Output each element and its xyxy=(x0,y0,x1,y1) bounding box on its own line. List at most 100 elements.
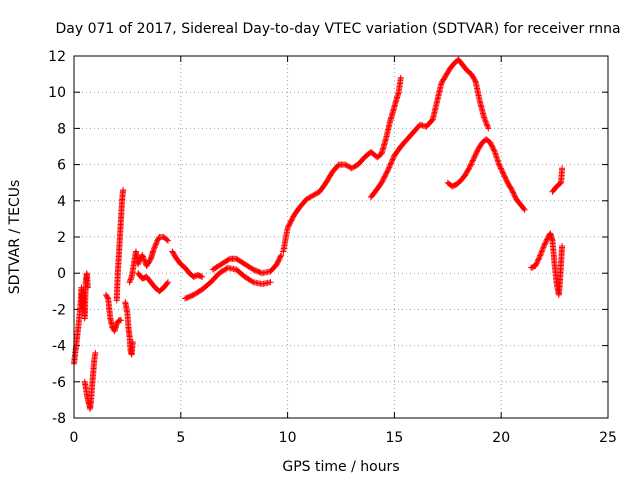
data-point xyxy=(397,74,404,81)
data-point xyxy=(286,221,293,228)
data-point xyxy=(503,177,510,184)
data-point xyxy=(274,259,281,266)
data-point xyxy=(117,317,124,324)
data-point xyxy=(388,159,395,166)
data-point xyxy=(140,256,147,263)
data-point xyxy=(351,163,358,170)
grid-lines xyxy=(74,56,608,418)
data-point xyxy=(163,236,170,243)
data-point xyxy=(469,157,476,164)
data-point xyxy=(472,152,479,159)
data-point xyxy=(511,193,518,200)
y-axis: -8 -6 -4 -2 0 2 4 6 8 10 12 xyxy=(48,49,608,427)
data-point xyxy=(164,237,171,244)
data-point xyxy=(164,280,171,287)
y-tick-label: 10 xyxy=(48,85,66,101)
data-point xyxy=(314,190,321,197)
data-point xyxy=(481,114,488,121)
y-tick-label: -8 xyxy=(52,411,66,427)
data-point xyxy=(289,216,296,223)
x-tick-label: 10 xyxy=(279,430,297,446)
chart-title: Day 071 of 2017, Sidereal Day-to-day VTE… xyxy=(55,21,620,37)
y-tick-label: 0 xyxy=(57,266,66,282)
data-point xyxy=(153,238,160,245)
data-point xyxy=(150,247,157,254)
data-point xyxy=(342,161,349,168)
data-point xyxy=(139,252,146,259)
data-point xyxy=(538,248,545,255)
data-point xyxy=(468,160,475,167)
data-point xyxy=(311,191,318,198)
data-point xyxy=(471,77,478,84)
data-point xyxy=(275,257,282,264)
data-point xyxy=(284,224,291,231)
data-point xyxy=(497,164,504,171)
data-point xyxy=(496,161,503,168)
data-point xyxy=(485,125,492,132)
data-point xyxy=(520,205,527,212)
data-point xyxy=(466,165,473,172)
data-point xyxy=(127,277,134,284)
data-point xyxy=(482,117,489,124)
data-point xyxy=(539,245,546,252)
y-tick-label: 12 xyxy=(48,49,66,65)
data-point xyxy=(383,169,390,176)
data-point xyxy=(381,174,388,181)
data-point xyxy=(496,162,503,169)
data-point xyxy=(510,189,517,196)
data-point xyxy=(152,243,159,250)
data-point xyxy=(502,175,509,182)
y-axis-label: SDTVAR / TECUs xyxy=(7,180,23,295)
data-point xyxy=(389,156,396,163)
data-point xyxy=(289,214,296,221)
data-point xyxy=(310,192,317,199)
data-point xyxy=(491,147,498,154)
data-point xyxy=(483,119,490,126)
data-point xyxy=(500,171,507,178)
data-point xyxy=(312,190,319,197)
data-point xyxy=(120,186,127,193)
data-point xyxy=(277,253,284,260)
data-point xyxy=(541,241,548,248)
data-point xyxy=(164,279,171,286)
data-point xyxy=(288,217,295,224)
data-point xyxy=(305,195,312,202)
y-tick-label: 4 xyxy=(57,194,66,210)
data-point xyxy=(509,188,516,195)
data-point xyxy=(285,222,292,229)
data-point xyxy=(539,247,546,254)
data-point xyxy=(533,260,540,267)
data-point xyxy=(276,254,283,261)
data-point xyxy=(499,169,506,176)
data-point xyxy=(276,255,283,262)
data-point xyxy=(472,150,479,157)
data-point xyxy=(140,254,147,261)
data-point xyxy=(466,163,473,170)
data-point xyxy=(379,178,386,185)
y-tick-label: -4 xyxy=(52,339,66,355)
data-point xyxy=(483,121,490,128)
data-point xyxy=(346,163,353,170)
data-point xyxy=(343,162,350,169)
data-point xyxy=(225,256,232,263)
data-point xyxy=(136,258,143,265)
data-point xyxy=(129,338,136,345)
data-point xyxy=(488,142,495,149)
data-point xyxy=(386,163,393,170)
data-point xyxy=(152,241,159,248)
data-point xyxy=(471,154,478,161)
data-point xyxy=(381,173,388,180)
y-tick-label: 6 xyxy=(57,158,66,174)
y-tick-label: 8 xyxy=(57,121,66,137)
x-axis-label: GPS time / hours xyxy=(282,459,399,475)
data-point xyxy=(489,145,496,152)
data-point xyxy=(538,249,545,256)
data-point xyxy=(537,251,544,258)
data-point xyxy=(306,194,313,201)
x-axis: 0 5 10 15 20 25 xyxy=(70,56,617,446)
y-tick-label: 2 xyxy=(57,230,66,246)
data-point xyxy=(249,278,256,285)
data-point xyxy=(384,167,391,174)
data-point xyxy=(378,179,385,186)
